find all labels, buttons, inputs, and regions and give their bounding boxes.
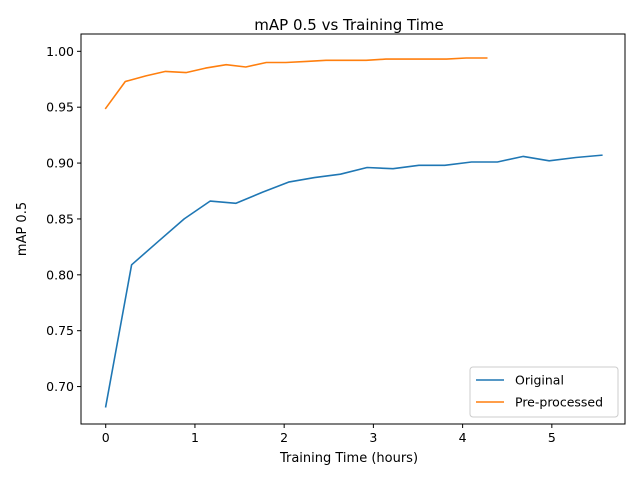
y-tick-label: 0.85 bbox=[46, 211, 74, 226]
legend-box bbox=[469, 366, 619, 418]
plot-area bbox=[81, 34, 625, 424]
y-tick-label: 1.00 bbox=[46, 44, 74, 59]
legend: Original Pre-processed bbox=[469, 366, 619, 418]
y-tick-label: 0.90 bbox=[46, 156, 74, 171]
legend-label: Pre-processed bbox=[515, 395, 603, 410]
chart-title: mAP 0.5 vs Training Time bbox=[254, 16, 443, 34]
x-tick-label: 2 bbox=[280, 430, 288, 445]
y-tick-label: 0.75 bbox=[46, 323, 74, 338]
y-tick-label: 0.70 bbox=[46, 379, 74, 394]
x-tick-label: 3 bbox=[369, 430, 377, 445]
series-line-original bbox=[104, 154, 603, 408]
x-axis-label: Training Time (hours) bbox=[279, 451, 418, 466]
x-tick-label: 4 bbox=[459, 430, 467, 445]
y-tick-label: 0.95 bbox=[46, 100, 74, 115]
x-tick-label: 1 bbox=[191, 430, 199, 445]
legend-label: Original bbox=[515, 373, 564, 388]
plot-frame bbox=[80, 33, 626, 425]
series-line-pre-processed bbox=[104, 57, 488, 110]
series-layer bbox=[104, 57, 603, 408]
x-tick-label: 5 bbox=[548, 430, 556, 445]
y-axis-label: mAP 0.5 bbox=[15, 202, 30, 256]
x-tick-label: 0 bbox=[102, 430, 110, 445]
x-axis-ticks: 0 1 2 3 4 5 bbox=[102, 424, 556, 445]
y-axis-ticks: 0.70 0.75 0.80 0.85 0.90 0.95 1.00 bbox=[46, 44, 81, 394]
y-tick-label: 0.80 bbox=[46, 267, 74, 282]
